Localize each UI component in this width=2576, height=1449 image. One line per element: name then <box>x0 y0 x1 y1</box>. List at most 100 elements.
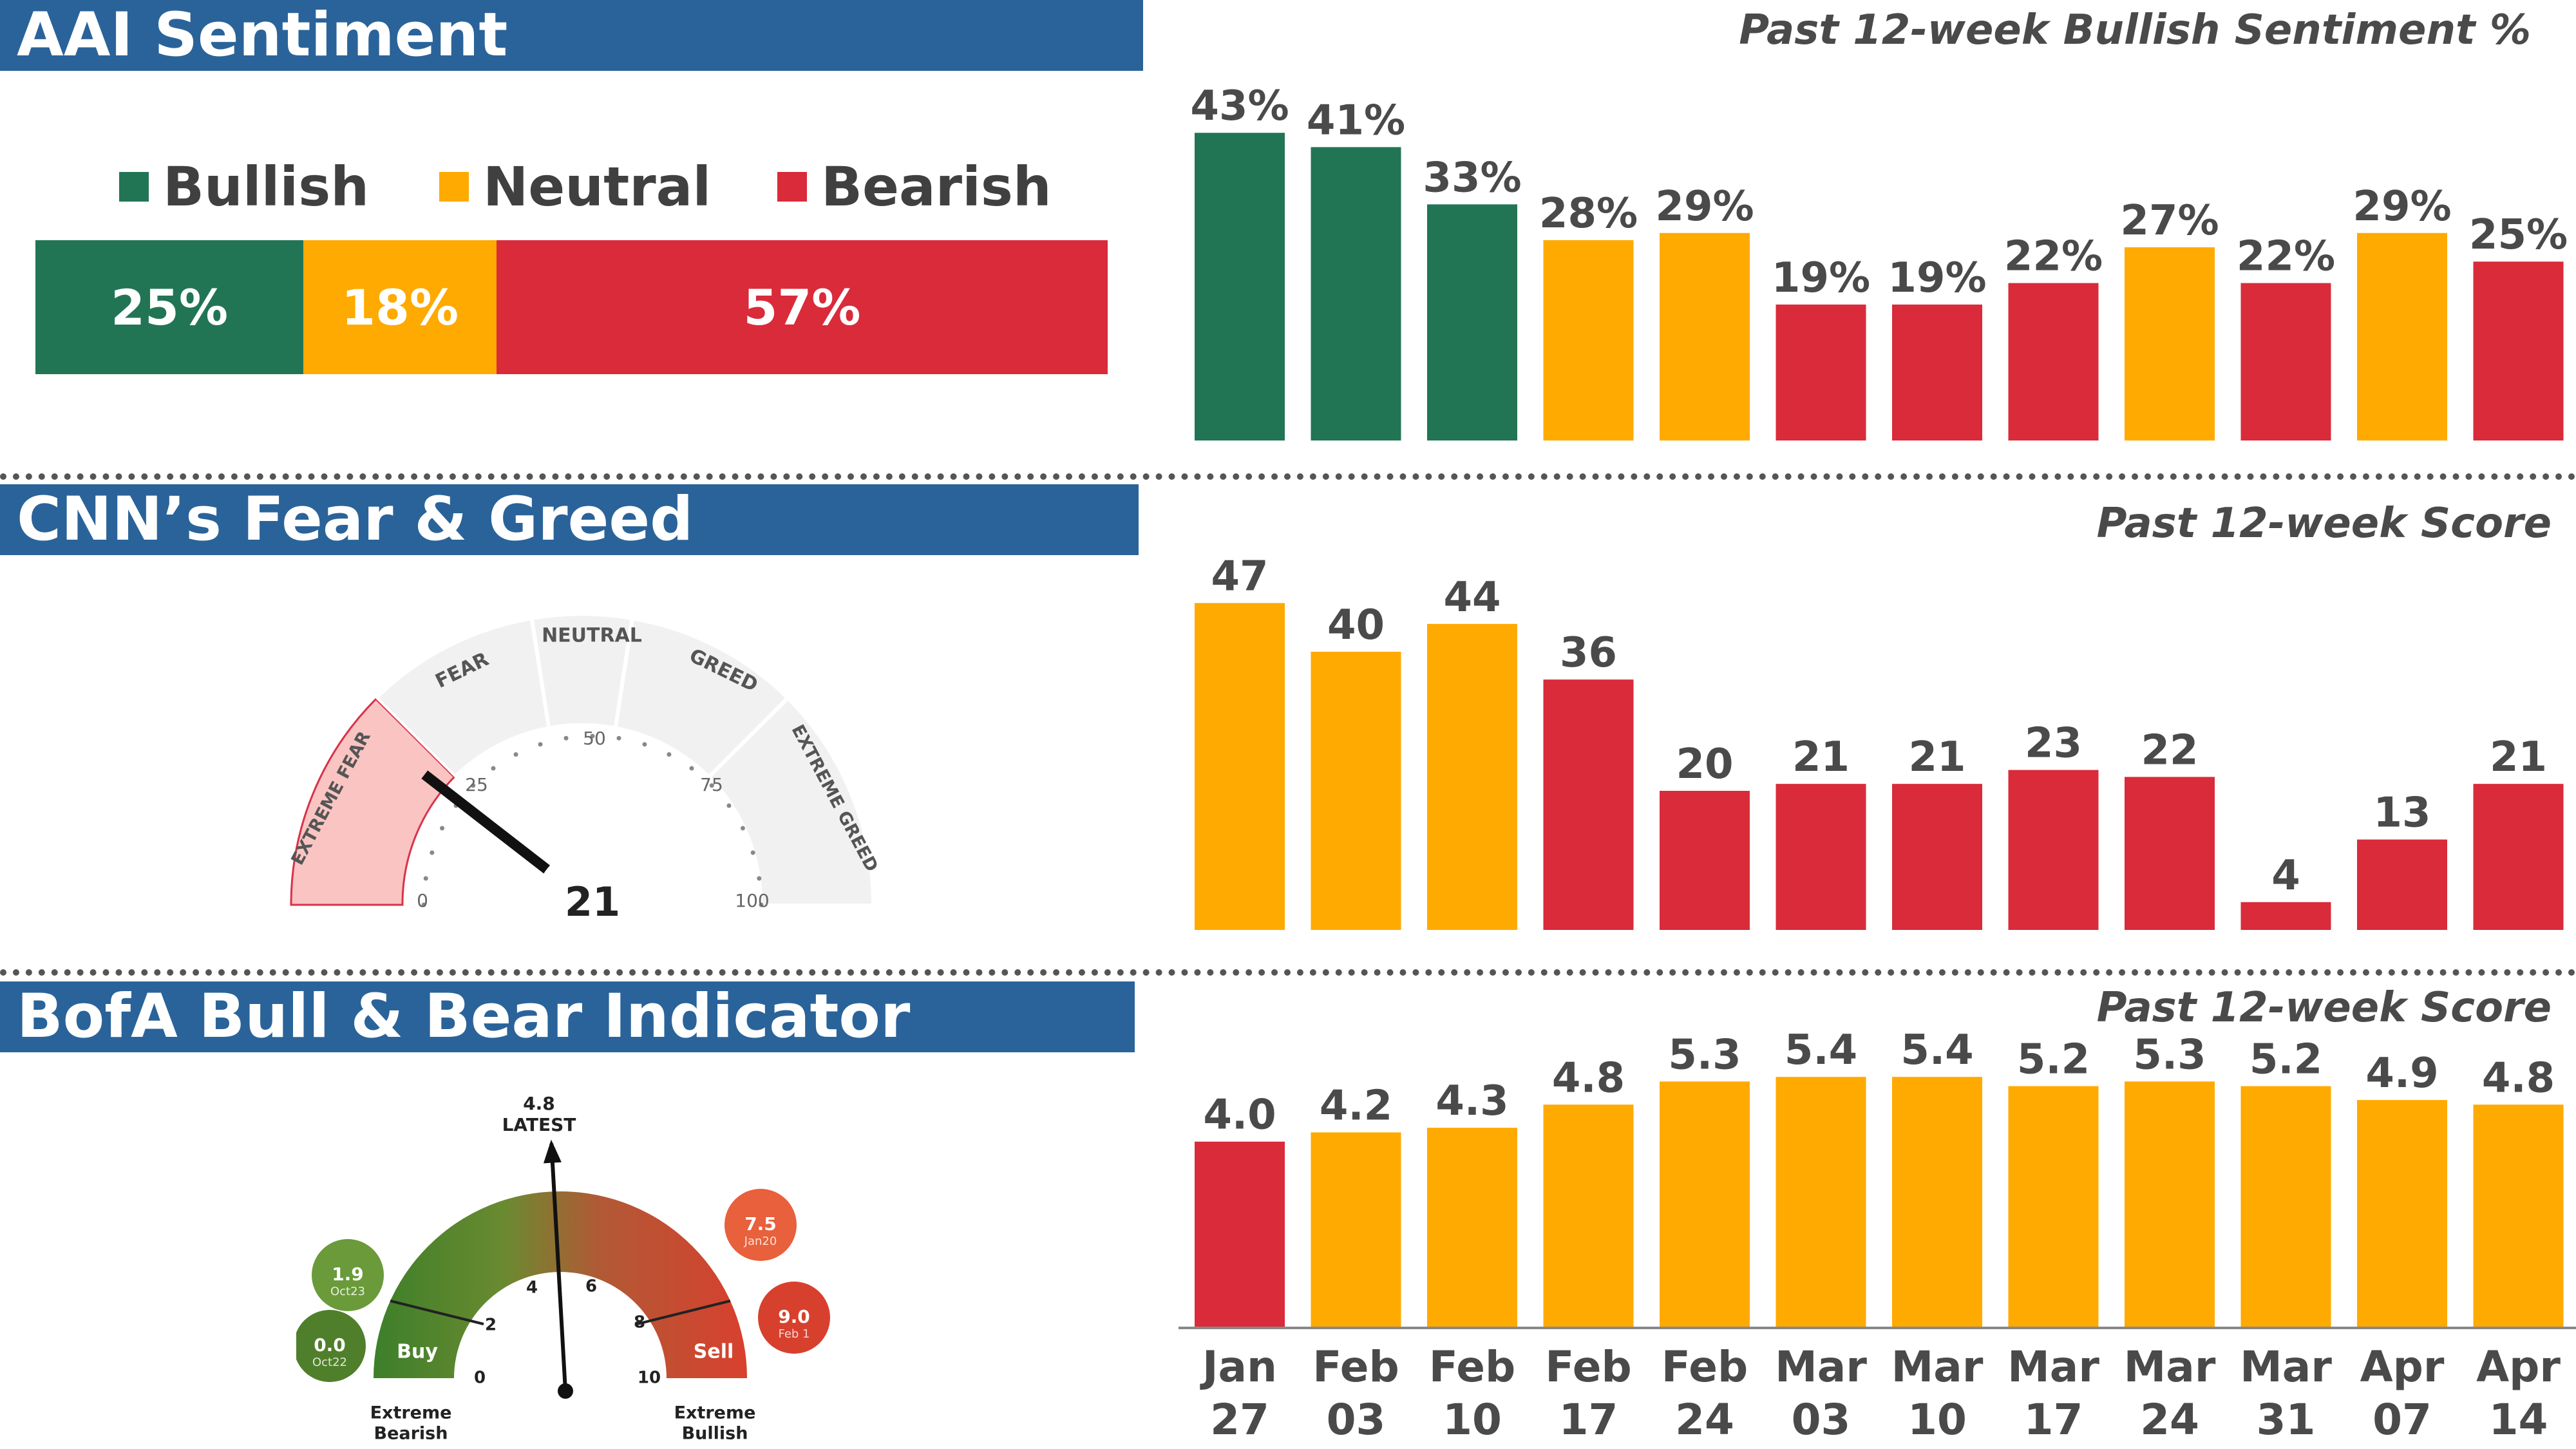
bar-11 <box>2473 784 2564 930</box>
extreme-bearish-label-2: Bearish <box>374 1424 448 1444</box>
bubble-jan20-date: Jan20 <box>744 1235 777 1248</box>
cnn-header: CNN’s Fear & Greed <box>0 484 1139 555</box>
bar-value-label-10: 29% <box>2353 183 2451 231</box>
bar-0 <box>1195 133 1285 440</box>
gauge-tick-dot <box>491 766 496 771</box>
bar-6 <box>1892 784 1982 930</box>
bar-0 <box>1195 1141 1285 1327</box>
latest-value: 4.8 <box>523 1093 555 1114</box>
bar-7 <box>2008 770 2099 930</box>
gauge-value: 21 <box>565 878 620 925</box>
bar-6 <box>1892 304 1982 440</box>
extreme-bullish-label-1: Extreme <box>674 1403 756 1423</box>
legend-bearish: Bearish <box>777 155 1052 219</box>
bubble-jan20-value: 7.5 <box>744 1213 777 1235</box>
bar-5 <box>1776 784 1866 930</box>
bar-value-label-11: 25% <box>2469 211 2568 259</box>
bubble-oct22-value: 0.0 <box>314 1334 346 1356</box>
tick-label-75: 75 <box>700 774 723 795</box>
stack-segment-bullish: 25% <box>35 240 304 374</box>
bar-value-label-8: 22 <box>2141 726 2198 774</box>
bar-5 <box>1776 1077 1866 1327</box>
bar-7 <box>2008 283 2099 440</box>
bar-value-label-7: 22% <box>2004 233 2103 281</box>
sentiment-stacked-bar: 25% 18% 57% <box>35 240 1108 374</box>
bofa-tick-6: 6 <box>585 1277 597 1296</box>
gauge-tick-dot <box>421 902 426 907</box>
bar-2 <box>1427 204 1517 440</box>
x-tick-label-6-day: 10 <box>1908 1395 1967 1444</box>
gauge-tick-dot <box>590 734 595 739</box>
tick-label-50: 50 <box>583 728 606 749</box>
x-tick-label-6-month: Mar <box>1891 1342 1984 1392</box>
x-tick-label-11-month: Apr <box>2476 1342 2561 1392</box>
x-tick-label-7-day: 17 <box>2024 1395 2083 1444</box>
bar-9 <box>2240 1086 2331 1327</box>
bar-value-label-1: 40 <box>1327 601 1385 649</box>
bar-3 <box>1543 240 1634 440</box>
bar-value-label-7: 23 <box>2025 720 2082 768</box>
divider-top <box>0 473 2576 480</box>
bar-value-label-4: 20 <box>1676 741 1733 788</box>
gauge-tick-dot <box>757 876 762 881</box>
x-tick-label-3-month: Feb <box>1545 1342 1631 1392</box>
bar-10 <box>2357 839 2447 930</box>
bar-4 <box>1660 791 1750 930</box>
cnn-chart-title: Past 12-week Score <box>2096 500 2552 547</box>
bar-1 <box>1311 652 1401 930</box>
bar-value-label-8: 27% <box>2120 197 2219 245</box>
legend-bearish-label: Bearish <box>821 155 1052 218</box>
zone-label-neutral: NEUTRAL <box>542 625 642 647</box>
bar-4 <box>1660 1081 1750 1327</box>
aai-header: AAI Sentiment <box>0 0 1143 71</box>
legend-bullish-swatch <box>119 172 149 202</box>
gauge-tick-dot <box>564 735 569 741</box>
bar-value-label-0: 4.0 <box>1203 1092 1276 1139</box>
bofa-needle-hub <box>558 1383 573 1399</box>
bar-8 <box>2125 247 2215 440</box>
bofa-chart-title: Past 12-week Score <box>2096 984 2552 1032</box>
bar-3 <box>1543 679 1634 930</box>
bar-value-label-3: 28% <box>1539 190 1638 238</box>
gauge-tick-dot <box>667 752 672 757</box>
bar-11 <box>2473 261 2564 440</box>
extreme-bearish-label-1: Extreme <box>370 1403 452 1423</box>
x-tick-label-4-day: 24 <box>1675 1395 1734 1444</box>
bar-11 <box>2473 1104 2564 1327</box>
gauge-tick-dot <box>740 826 745 831</box>
gauge-zone-extreme-fear <box>290 697 456 906</box>
bar-value-label-10: 13 <box>2373 790 2430 837</box>
x-tick-label-9-day: 31 <box>2257 1395 2316 1444</box>
gauge-tick-dot <box>709 783 714 788</box>
bar-value-label-10: 4.9 <box>2365 1050 2438 1097</box>
bofa-needle-arrow <box>543 1139 562 1164</box>
legend-neutral-label: Neutral <box>483 155 712 218</box>
bubble-feb1: 9.0 Feb 1 <box>758 1282 830 1354</box>
bar-value-label-1: 4.2 <box>1320 1082 1392 1130</box>
bubble-oct23-value: 1.9 <box>332 1264 364 1285</box>
bar-1 <box>1311 147 1401 440</box>
bubble-oct23-date: Oct23 <box>330 1285 365 1298</box>
gauge-needle <box>421 770 555 878</box>
gauge-tick-dot <box>471 783 476 788</box>
bar-value-label-4: 5.3 <box>1668 1031 1741 1079</box>
tick-label-25: 25 <box>465 774 488 795</box>
gauge-hub <box>535 847 650 927</box>
gauge-tick-dot <box>423 876 428 881</box>
bar-value-label-8: 5.3 <box>2133 1031 2206 1079</box>
gauge-tick-dot <box>430 850 435 855</box>
bar-2 <box>1427 1128 1517 1327</box>
x-tick-label-3-day: 17 <box>1559 1395 1618 1444</box>
bar-2 <box>1427 623 1517 930</box>
bar-6 <box>1892 1077 1982 1327</box>
bar-10 <box>2357 232 2447 440</box>
bar-9 <box>2240 902 2331 930</box>
gauge-divider-sell <box>636 1300 731 1325</box>
gauge-tick-dot <box>616 735 621 741</box>
bar-5 <box>1776 304 1866 440</box>
extreme-bullish-label-2: Bullish <box>682 1424 748 1444</box>
bar-1 <box>1311 1132 1401 1327</box>
gauge-arc <box>374 1191 747 1378</box>
x-tick-label-8-month: Mar <box>2124 1342 2216 1392</box>
bofa-tick-2: 2 <box>485 1316 497 1335</box>
